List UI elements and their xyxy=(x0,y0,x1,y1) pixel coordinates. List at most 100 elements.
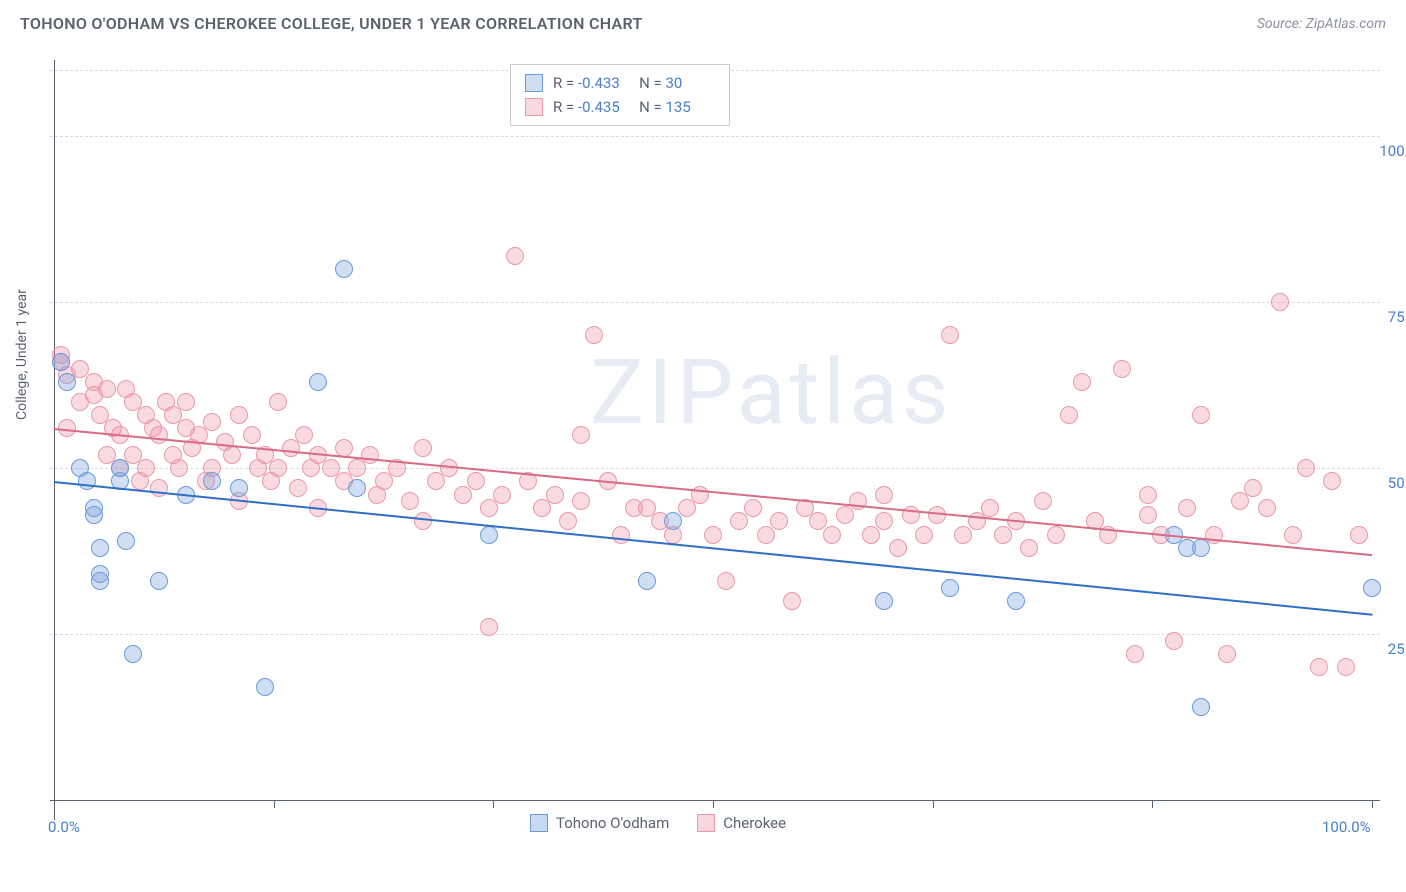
legend-item: Tohono O'odham xyxy=(530,814,669,832)
scatter-point xyxy=(902,506,920,524)
x-tick xyxy=(1372,800,1373,808)
scatter-point xyxy=(823,526,841,544)
scatter-point xyxy=(783,592,801,610)
scatter-point xyxy=(533,499,551,517)
scatter-point xyxy=(678,499,696,517)
scatter-point xyxy=(230,479,248,497)
y-axis xyxy=(54,60,55,820)
scatter-point xyxy=(137,459,155,477)
trend-line xyxy=(54,481,1372,616)
stats-row: R = -0.433 N = 30 xyxy=(525,71,715,95)
y-tick-label: 100.0% xyxy=(1368,142,1406,160)
scatter-point xyxy=(1231,492,1249,510)
scatter-point xyxy=(546,486,564,504)
scatter-point xyxy=(282,439,300,457)
scatter-point xyxy=(559,512,577,530)
scatter-point xyxy=(309,373,327,391)
scatter-point xyxy=(1047,526,1065,544)
scatter-point xyxy=(269,393,287,411)
scatter-point xyxy=(223,446,241,464)
scatter-point xyxy=(1007,592,1025,610)
scatter-point xyxy=(58,373,76,391)
scatter-point xyxy=(401,492,419,510)
scatter-point xyxy=(1178,499,1196,517)
scatter-point xyxy=(111,459,129,477)
chart-title: TOHONO O'ODHAM VS CHEROKEE COLLEGE, UNDE… xyxy=(20,14,643,33)
scatter-point xyxy=(585,326,603,344)
grid-line xyxy=(50,302,1380,303)
legend: Tohono O'odhamCherokee xyxy=(530,814,786,832)
stats-text: R = -0.435 N = 135 xyxy=(553,95,715,119)
scatter-point xyxy=(1113,360,1131,378)
scatter-point xyxy=(150,479,168,497)
scatter-point xyxy=(717,572,735,590)
x-tick xyxy=(1152,800,1153,808)
scatter-point xyxy=(414,512,432,530)
series-swatch xyxy=(525,74,543,92)
scatter-point xyxy=(269,459,287,477)
scatter-point xyxy=(1192,539,1210,557)
scatter-point xyxy=(295,426,313,444)
scatter-point xyxy=(150,426,168,444)
scatter-point xyxy=(730,512,748,530)
x-tick-label: 100.0% xyxy=(1322,818,1371,836)
scatter-point xyxy=(177,393,195,411)
scatter-point xyxy=(1126,645,1144,663)
scatter-point xyxy=(480,499,498,517)
x-tick xyxy=(493,800,494,808)
scatter-point xyxy=(91,572,109,590)
scatter-point xyxy=(836,506,854,524)
scatter-point xyxy=(638,572,656,590)
scatter-point xyxy=(1258,499,1276,517)
scatter-point xyxy=(361,446,379,464)
scatter-point xyxy=(98,380,116,398)
source-label: Source: ZipAtlas.com xyxy=(1257,16,1386,32)
scatter-point xyxy=(1192,406,1210,424)
grid-line xyxy=(50,136,1380,137)
scatter-point xyxy=(849,492,867,510)
scatter-point xyxy=(480,526,498,544)
scatter-point xyxy=(1139,486,1157,504)
x-axis xyxy=(50,800,1380,801)
x-tick xyxy=(274,800,275,808)
scatter-point xyxy=(704,526,722,544)
x-tick xyxy=(54,800,55,808)
chart-area: ZIPatlas 25.0%50.0%75.0%100.0%0.0%100.0%… xyxy=(50,60,1380,820)
scatter-point xyxy=(1165,632,1183,650)
scatter-point xyxy=(875,486,893,504)
scatter-point xyxy=(256,678,274,696)
scatter-point xyxy=(52,353,70,371)
scatter-point xyxy=(414,439,432,457)
scatter-point xyxy=(1271,293,1289,311)
scatter-point xyxy=(203,413,221,431)
scatter-point xyxy=(170,459,188,477)
scatter-point xyxy=(427,472,445,490)
scatter-point xyxy=(289,479,307,497)
scatter-point xyxy=(454,486,472,504)
scatter-point xyxy=(1363,579,1381,597)
scatter-point xyxy=(1034,492,1052,510)
scatter-point xyxy=(85,506,103,524)
scatter-point xyxy=(757,526,775,544)
scatter-point xyxy=(1244,479,1262,497)
scatter-point xyxy=(203,472,221,490)
scatter-point xyxy=(243,426,261,444)
legend-swatch xyxy=(530,814,548,832)
scatter-point xyxy=(1020,539,1038,557)
series-swatch xyxy=(525,98,543,116)
scatter-point xyxy=(744,499,762,517)
scatter-point xyxy=(493,486,511,504)
scatter-point xyxy=(1073,373,1091,391)
stats-text: R = -0.433 N = 30 xyxy=(553,71,715,95)
scatter-point xyxy=(1284,526,1302,544)
stats-row: R = -0.435 N = 135 xyxy=(525,95,715,119)
scatter-point xyxy=(875,512,893,530)
scatter-point xyxy=(375,472,393,490)
scatter-point xyxy=(941,326,959,344)
scatter-point xyxy=(117,532,135,550)
scatter-point xyxy=(348,479,366,497)
scatter-point xyxy=(78,472,96,490)
scatter-point xyxy=(770,512,788,530)
scatter-point xyxy=(664,512,682,530)
scatter-point xyxy=(348,459,366,477)
